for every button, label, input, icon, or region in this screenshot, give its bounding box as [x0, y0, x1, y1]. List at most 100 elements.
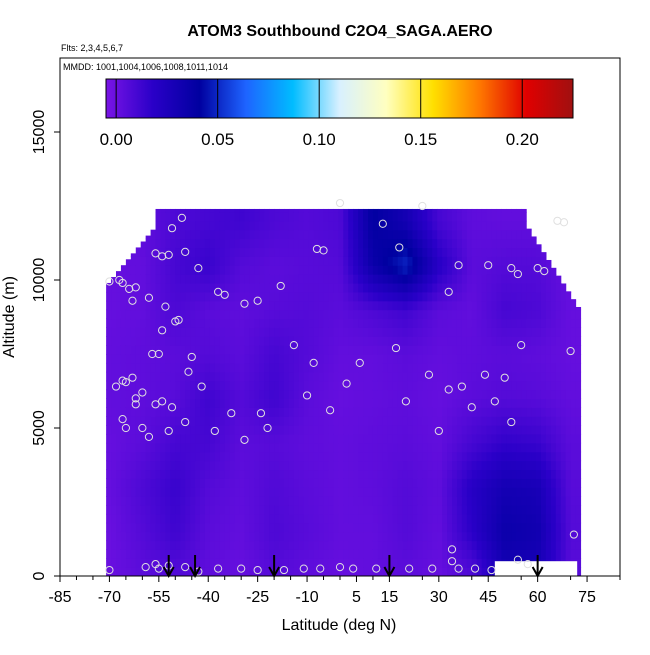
heatmap-cell — [284, 291, 290, 302]
heatmap-cell — [456, 425, 463, 435]
heatmap-cell — [560, 380, 567, 391]
heatmap-cell — [249, 238, 255, 249]
heatmap-cell — [437, 354, 443, 364]
heatmap-cell — [348, 504, 354, 515]
heatmap-cell — [412, 208, 419, 213]
heatmap-cell — [239, 567, 246, 576]
heatmap-cell — [555, 433, 562, 444]
heatmap-cell — [165, 380, 171, 391]
heatmap-cell — [516, 416, 522, 426]
heatmap-cell — [432, 451, 438, 462]
heatmap-cell — [570, 433, 577, 444]
heatmap-cell — [313, 398, 320, 408]
heatmap-cell — [486, 256, 493, 266]
heatmap-cell — [318, 522, 325, 533]
sample-point — [401, 397, 410, 406]
heatmap-cell — [279, 362, 285, 373]
heatmap-cell — [432, 513, 438, 524]
heatmap-cell — [402, 265, 409, 275]
heatmap-cell — [496, 433, 503, 444]
heatmap-cell — [259, 567, 265, 576]
heatmap-cell — [466, 282, 473, 293]
heatmap-cell — [545, 469, 552, 479]
heatmap-cell — [437, 567, 443, 576]
heatmap-cell — [293, 460, 300, 471]
heatmap-cell — [486, 549, 493, 559]
heatmap-cell — [368, 531, 374, 542]
heatmap-cell — [432, 274, 438, 284]
heatmap-cell — [560, 345, 567, 355]
heatmap-cell — [382, 354, 389, 364]
heatmap-cell — [155, 425, 162, 435]
heatmap-cell — [402, 362, 409, 373]
heatmap-cell — [372, 416, 379, 426]
heatmap-cell — [427, 522, 433, 533]
heatmap-cell — [175, 362, 181, 373]
heatmap-cell — [209, 496, 216, 506]
heatmap-cell — [219, 274, 226, 284]
heatmap-cell — [303, 362, 310, 373]
heatmap-cell — [506, 416, 512, 426]
heatmap-cell — [466, 274, 473, 284]
heatmap-cell — [313, 451, 320, 462]
heatmap-cell — [293, 416, 300, 426]
heatmap-cell — [318, 398, 325, 408]
heatmap-cell — [358, 540, 364, 550]
heatmap-cell — [452, 567, 458, 576]
heatmap-cell — [392, 460, 399, 471]
heatmap-cell — [259, 211, 265, 222]
heatmap-cell — [244, 211, 251, 222]
heatmap-cell — [471, 549, 478, 559]
heatmap-cell — [412, 398, 419, 408]
heatmap-cell — [274, 211, 280, 222]
heatmap-cell — [165, 425, 171, 435]
heatmap-cell — [372, 309, 379, 320]
heatmap-cell — [328, 478, 335, 488]
heatmap-cell — [363, 425, 369, 435]
heatmap-cell — [540, 300, 547, 311]
heatmap-cell — [328, 398, 335, 408]
heatmap-cell — [279, 336, 285, 346]
heatmap-cell — [511, 389, 517, 399]
heatmap-cell — [200, 478, 206, 488]
heatmap-cell — [249, 380, 255, 391]
heatmap-cell — [130, 513, 137, 524]
heatmap-cell — [491, 478, 498, 488]
sample-point — [167, 403, 177, 412]
heatmap-cell — [476, 274, 483, 284]
heatmap-cell — [511, 229, 517, 240]
heatmap-cell — [170, 416, 176, 426]
heatmap-cell — [402, 442, 409, 453]
heatmap-cell — [471, 211, 478, 222]
heatmap-cell — [353, 327, 359, 337]
heatmap-cell — [402, 345, 409, 355]
heatmap-cell — [466, 504, 473, 515]
heatmap-cell — [540, 362, 547, 373]
heatmap-cell — [308, 416, 315, 426]
heatmap-cell — [239, 487, 246, 497]
heatmap-cell — [200, 229, 206, 240]
heatmap-cell — [214, 354, 221, 364]
heatmap-cell — [466, 211, 473, 222]
heatmap-cell — [244, 496, 251, 506]
heatmap-cell — [239, 256, 246, 266]
heatmap-cell — [303, 487, 310, 497]
heatmap-cell — [200, 300, 206, 311]
heatmap-cell — [318, 487, 325, 497]
heatmap-cell — [442, 265, 448, 275]
heatmap-cell — [106, 460, 112, 471]
heatmap-cell — [363, 398, 369, 408]
heatmap-cell — [531, 291, 537, 302]
heatmap-cell — [531, 407, 537, 417]
heatmap-cell — [392, 300, 399, 311]
heatmap-cell — [526, 318, 532, 328]
heatmap-cell — [274, 496, 280, 506]
heatmap-cell — [407, 425, 414, 435]
heatmap-cell — [338, 300, 344, 311]
heatmap-cell — [466, 567, 473, 576]
heatmap-cell — [249, 425, 255, 435]
heatmap-cell — [175, 256, 181, 266]
heatmap-cell — [358, 336, 364, 346]
heatmap-cell — [382, 433, 389, 444]
heatmap-cell — [308, 487, 315, 497]
